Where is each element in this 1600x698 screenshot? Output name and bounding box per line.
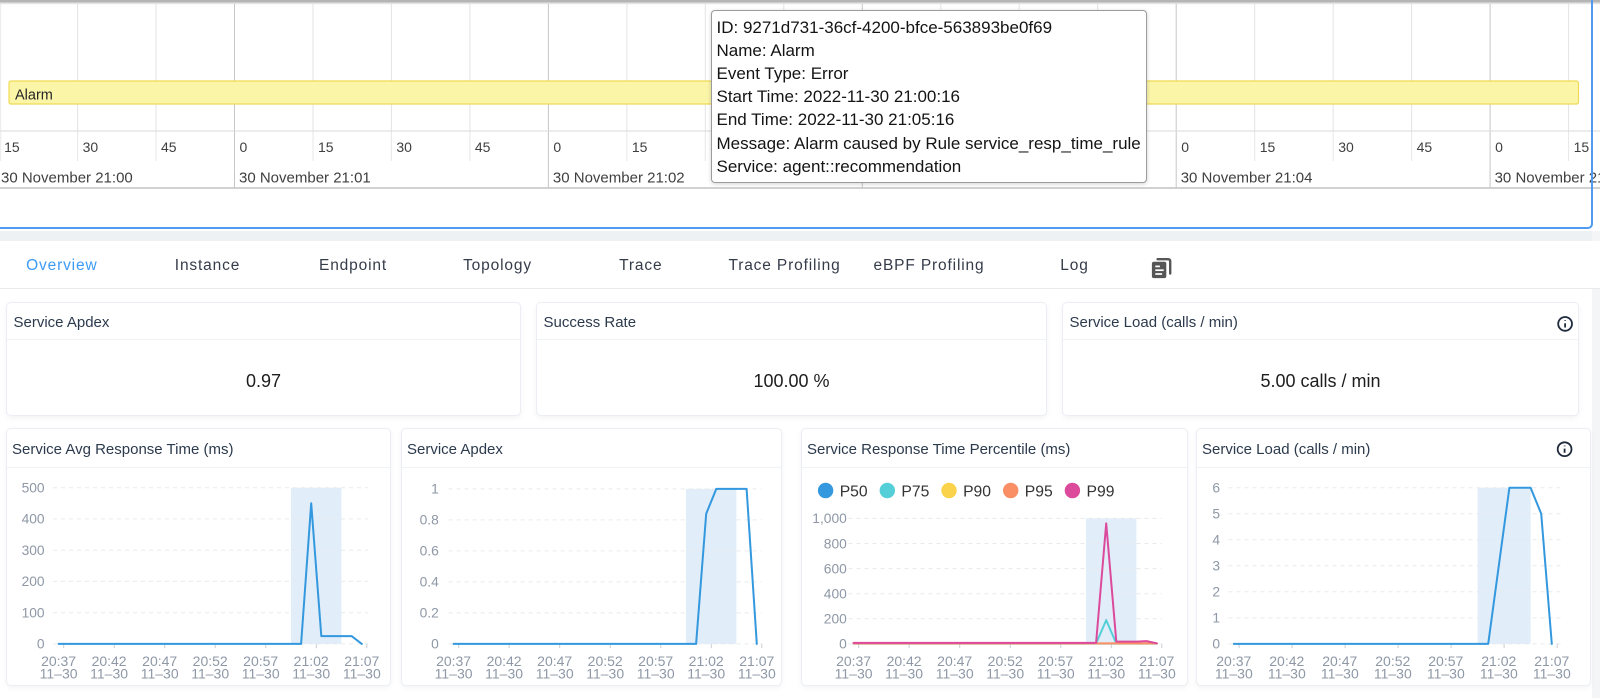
- svg-text:45: 45: [475, 139, 491, 155]
- svg-text:15: 15: [4, 139, 20, 155]
- svg-text:30: 30: [1338, 139, 1354, 155]
- svg-text:15: 15: [1574, 139, 1590, 155]
- svg-text:30: 30: [83, 139, 99, 155]
- svg-text:30 November 21:00: 30 November 21:00: [1, 170, 133, 187]
- svg-text:45: 45: [1417, 139, 1433, 155]
- svg-text:45: 45: [161, 139, 177, 155]
- svg-text:30 November 21:01: 30 November 21:01: [239, 170, 371, 187]
- svg-text:15: 15: [318, 139, 334, 155]
- svg-text:15: 15: [632, 139, 648, 155]
- svg-text:0: 0: [240, 139, 248, 155]
- svg-text:30: 30: [396, 139, 412, 155]
- svg-text:0: 0: [553, 139, 561, 155]
- svg-text:15: 15: [1260, 139, 1276, 155]
- svg-text:30 November 21:04: 30 November 21:04: [1181, 170, 1313, 187]
- svg-text:0: 0: [1495, 139, 1503, 155]
- svg-text:0: 0: [1181, 139, 1189, 155]
- svg-text:30 November 21:05: 30 November 21:05: [1495, 170, 1600, 187]
- svg-text:Alarm: Alarm: [15, 88, 53, 104]
- svg-text:30 November 21:02: 30 November 21:02: [553, 170, 685, 187]
